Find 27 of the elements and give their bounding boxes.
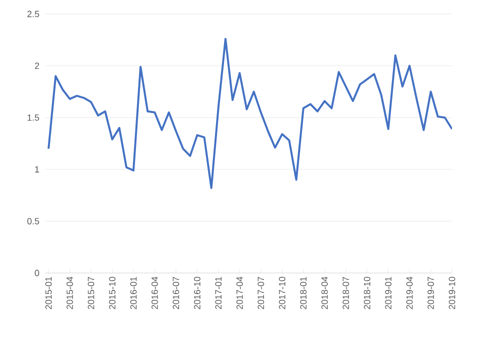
x-tick-label: 2019-04 — [406, 276, 413, 310]
x-tick-label: 2016-10 — [194, 276, 200, 310]
x-tick-label: 2019-10 — [448, 276, 456, 310]
x-tick-label: 2015-07 — [88, 276, 94, 310]
x-tick-label: 2015-10 — [109, 276, 116, 310]
x-tick-label: 2018-01 — [300, 276, 307, 310]
x-tick-label: 2017-10 — [278, 276, 286, 310]
x-tick-label: 2019-01 — [385, 276, 392, 310]
x-tick-label: 2016-04 — [152, 276, 158, 310]
x-tick-label: 2018-04 — [321, 276, 328, 310]
x-tick-label: 2015-04 — [66, 276, 73, 310]
x-tick-label: 2017-07 — [258, 276, 264, 310]
y-tick-label: 0 — [34, 270, 40, 276]
y-tick-label: 1 — [35, 166, 40, 172]
y-tick-label: 0.5 — [27, 218, 40, 224]
x-tick-label: 2018-07 — [342, 276, 350, 310]
x-tick-label: 2019-07 — [428, 276, 434, 310]
x-tick-label: 2015-01 — [45, 276, 52, 310]
y-tick-label: 2 — [34, 62, 40, 69]
y-tick-label: 1.5 — [28, 114, 40, 121]
x-tick-label: 2017-04 — [236, 276, 243, 310]
x-tick-label: 2018-10 — [364, 276, 370, 310]
y-tick-label: 2.5 — [27, 10, 40, 18]
x-tick-label: 2016-07 — [172, 276, 180, 310]
line-series — [48, 38, 452, 190]
x-tick-label: 2016-01 — [130, 276, 137, 310]
x-tick-label: 2017-01 — [215, 276, 222, 310]
